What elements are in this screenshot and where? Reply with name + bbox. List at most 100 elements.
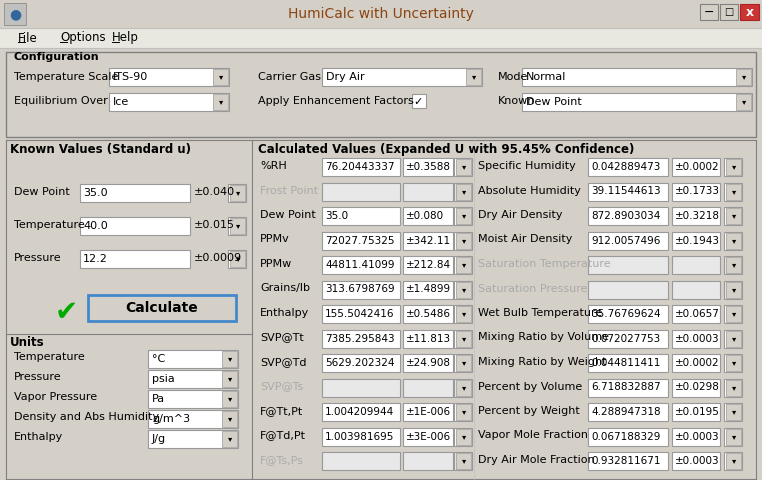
Bar — [213, 69, 228, 85]
Text: SVP@Ts: SVP@Ts — [260, 382, 303, 392]
Text: ▾: ▾ — [732, 334, 736, 343]
Bar — [403, 207, 453, 225]
Bar — [588, 256, 668, 274]
Text: ▾: ▾ — [742, 72, 746, 82]
Bar — [412, 94, 426, 108]
Text: 1.004209944: 1.004209944 — [325, 407, 394, 417]
Bar — [588, 379, 668, 396]
Text: ▾: ▾ — [732, 285, 736, 294]
Text: ▾: ▾ — [732, 212, 736, 220]
Bar — [148, 370, 238, 388]
Text: ±0.0009: ±0.0009 — [194, 253, 242, 263]
Text: ±342.11: ±342.11 — [406, 236, 451, 245]
Text: ±0.3218: ±0.3218 — [675, 211, 720, 221]
Bar — [322, 158, 400, 176]
Bar — [456, 404, 471, 420]
Text: ▾: ▾ — [228, 395, 232, 404]
Bar — [403, 158, 453, 176]
Text: 7385.295843: 7385.295843 — [325, 334, 395, 344]
Text: ▾: ▾ — [732, 432, 736, 441]
Bar — [672, 256, 720, 274]
Bar — [0, 0, 762, 28]
Text: ±3E-006: ±3E-006 — [406, 432, 451, 442]
Bar — [720, 4, 738, 20]
Bar — [588, 158, 668, 176]
Bar — [672, 305, 720, 323]
Text: ▾: ▾ — [462, 163, 466, 171]
Bar — [80, 250, 190, 268]
Text: Density and Abs Humidity: Density and Abs Humidity — [14, 412, 159, 422]
Bar — [228, 217, 246, 235]
Bar — [148, 390, 238, 408]
Text: ▾: ▾ — [236, 254, 240, 264]
Bar — [403, 256, 453, 274]
Text: Absolute Humidity: Absolute Humidity — [478, 185, 581, 195]
Text: 35.0: 35.0 — [325, 211, 348, 221]
Bar — [724, 280, 742, 299]
Text: ±0.3588: ±0.3588 — [406, 162, 451, 172]
Text: 155.5042416: 155.5042416 — [325, 309, 395, 319]
Bar — [403, 280, 453, 299]
Text: ▾: ▾ — [228, 434, 232, 444]
Text: ▾: ▾ — [228, 374, 232, 384]
Bar — [403, 354, 453, 372]
Text: F@Ts,Ps: F@Ts,Ps — [260, 455, 304, 465]
Bar — [322, 207, 400, 225]
Bar — [736, 69, 751, 85]
Bar — [724, 256, 742, 274]
Bar — [322, 68, 482, 86]
Text: Moist Air Density: Moist Air Density — [478, 235, 572, 244]
Bar — [456, 257, 471, 273]
Bar — [148, 410, 238, 428]
Text: g/m^3: g/m^3 — [152, 414, 190, 424]
Text: ±0.0003: ±0.0003 — [675, 456, 719, 466]
Bar — [6, 52, 756, 137]
Bar — [724, 231, 742, 250]
Text: ▾: ▾ — [462, 261, 466, 269]
Text: Vapor Mole Fraction: Vapor Mole Fraction — [478, 431, 588, 441]
Bar — [726, 159, 741, 175]
Text: ▾: ▾ — [732, 408, 736, 417]
Bar — [588, 452, 668, 470]
Bar — [454, 305, 472, 323]
Text: Frost Point: Frost Point — [260, 185, 318, 195]
Bar — [726, 208, 741, 224]
Bar — [522, 93, 752, 111]
Bar — [724, 452, 742, 470]
Text: Saturation Temperature: Saturation Temperature — [478, 259, 610, 269]
Bar — [322, 256, 400, 274]
Text: Dry Air Mole Fraction: Dry Air Mole Fraction — [478, 455, 594, 465]
Text: 313.6798769: 313.6798769 — [325, 285, 395, 295]
Text: PPMw: PPMw — [260, 259, 293, 269]
Bar — [322, 428, 400, 445]
Text: Ice: Ice — [113, 97, 130, 107]
Bar — [228, 250, 246, 268]
Text: ▾: ▾ — [219, 72, 223, 82]
Text: ▾: ▾ — [462, 456, 466, 466]
Bar — [724, 305, 742, 323]
Text: ±0.0003: ±0.0003 — [675, 432, 719, 442]
Bar — [230, 251, 245, 267]
Text: Calculated Values (Expanded U with 95.45% Confidence): Calculated Values (Expanded U with 95.45… — [258, 143, 635, 156]
Bar — [148, 430, 238, 448]
Text: ▾: ▾ — [472, 72, 476, 82]
Bar — [740, 4, 759, 20]
Text: Enthalpy: Enthalpy — [260, 308, 309, 318]
Text: J/g: J/g — [152, 434, 166, 444]
Text: HumiCalc with Uncertainty: HumiCalc with Uncertainty — [288, 7, 474, 21]
Text: Temperature: Temperature — [14, 220, 85, 230]
Text: Dew Point: Dew Point — [526, 97, 581, 107]
Text: ±0.1943: ±0.1943 — [675, 236, 720, 245]
Text: SVP@Td: SVP@Td — [260, 357, 306, 367]
Text: 5629.202324: 5629.202324 — [325, 358, 395, 368]
Bar — [322, 305, 400, 323]
Bar — [672, 354, 720, 372]
Bar — [736, 94, 751, 110]
Bar — [724, 354, 742, 372]
Text: ±0.0002: ±0.0002 — [675, 358, 719, 368]
Bar — [454, 207, 472, 225]
Bar — [222, 371, 237, 387]
Text: Units: Units — [10, 336, 45, 349]
Text: ±0.5486: ±0.5486 — [406, 309, 451, 319]
Bar — [403, 231, 453, 250]
